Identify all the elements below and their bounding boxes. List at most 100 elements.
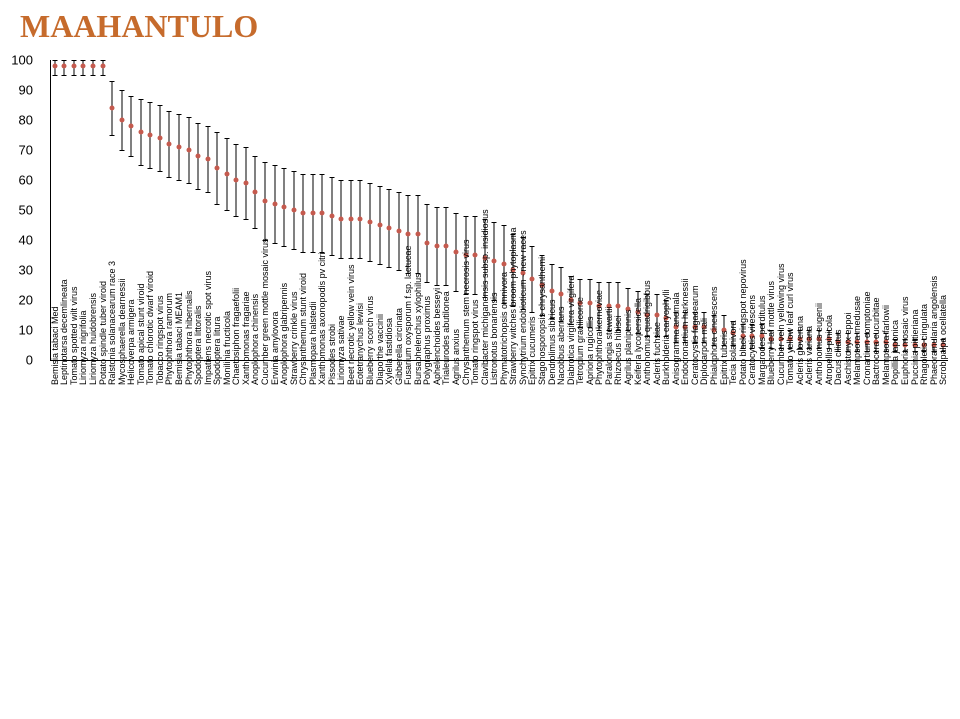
error-cap bbox=[625, 288, 630, 289]
error-cap bbox=[215, 204, 220, 205]
category-label: Liriomyza nigrifolia bbox=[78, 310, 88, 385]
error-cap bbox=[157, 171, 162, 172]
category-label: Helicoverpa armigera bbox=[126, 299, 136, 385]
data-point bbox=[282, 205, 287, 210]
data-point bbox=[157, 136, 162, 141]
error-cap bbox=[377, 264, 382, 265]
error-cap bbox=[52, 60, 57, 61]
error-cap bbox=[272, 243, 277, 244]
data-point bbox=[559, 292, 564, 297]
data-point bbox=[138, 130, 143, 135]
category-label: Tecia solanivora bbox=[728, 320, 738, 385]
category-label: Anthonomus eugenii bbox=[814, 303, 824, 385]
category-label: Spodoptera littoralis bbox=[193, 305, 203, 385]
error-cap bbox=[387, 267, 392, 268]
error-cap bbox=[52, 75, 57, 76]
error-cap bbox=[406, 195, 411, 196]
error-cap bbox=[100, 75, 105, 76]
category-label: Xanthomonas axonopodis pv citri bbox=[317, 252, 327, 385]
error-cap bbox=[310, 174, 315, 175]
error-cap bbox=[702, 312, 707, 313]
error-cap bbox=[329, 177, 334, 178]
ytick-label: 80 bbox=[3, 113, 33, 128]
error-cap bbox=[71, 60, 76, 61]
error-cap bbox=[234, 144, 239, 145]
data-point bbox=[406, 232, 411, 237]
category-label: Tetropium gracilicorne bbox=[575, 297, 585, 385]
data-point bbox=[224, 172, 229, 177]
data-point bbox=[310, 211, 315, 216]
data-point bbox=[167, 142, 172, 147]
error-cap bbox=[176, 114, 181, 115]
category-label: Agrilus planipennis bbox=[623, 309, 633, 385]
category-label: Chrysanthemum stunt viroid bbox=[298, 273, 308, 385]
error-cap bbox=[234, 216, 239, 217]
data-point bbox=[62, 64, 67, 69]
error-cap bbox=[635, 291, 640, 292]
category-label: Nacobbus aberrans bbox=[556, 306, 566, 385]
category-label: Blueberry scorch virus bbox=[365, 296, 375, 385]
error-cap bbox=[253, 228, 258, 229]
data-point bbox=[415, 232, 420, 237]
data-point bbox=[234, 178, 239, 183]
error-cap bbox=[368, 183, 373, 184]
category-label: Eotetranychus lewisi bbox=[355, 303, 365, 385]
error-cap bbox=[348, 180, 353, 181]
error-cap bbox=[148, 168, 153, 169]
data-point bbox=[272, 202, 277, 207]
error-cap bbox=[387, 189, 392, 190]
error-cap bbox=[243, 219, 248, 220]
data-point bbox=[253, 190, 258, 195]
category-label: Anoplophora chinensis bbox=[250, 294, 260, 385]
error-cap bbox=[549, 264, 554, 265]
ytick-label: 10 bbox=[3, 323, 33, 338]
error-cap bbox=[358, 258, 363, 259]
error-cap bbox=[81, 60, 86, 61]
ytick-label: 40 bbox=[3, 233, 33, 248]
error-cap bbox=[454, 291, 459, 292]
error-cap bbox=[559, 267, 564, 268]
error-cap bbox=[196, 189, 201, 190]
data-point bbox=[329, 214, 334, 219]
ytick-label: 60 bbox=[3, 173, 33, 188]
category-label: Epitrix cucumeris bbox=[527, 316, 537, 385]
category-label: Tomato yellow leaf curl virus bbox=[785, 272, 795, 385]
error-cap bbox=[205, 192, 210, 193]
data-point bbox=[129, 124, 134, 129]
category-label: Tomato chlorotic dwarf viroid bbox=[145, 271, 155, 385]
error-cap bbox=[90, 60, 95, 61]
chart-title: MAAHANTULO bbox=[20, 8, 258, 45]
error-cap bbox=[301, 252, 306, 253]
error-cap bbox=[415, 195, 420, 196]
error-cap bbox=[339, 258, 344, 259]
category-label: Acleris variana bbox=[804, 326, 814, 385]
error-cap bbox=[224, 138, 229, 139]
data-point bbox=[377, 223, 382, 228]
category-label: Liriomyza huidobrensis bbox=[88, 293, 98, 385]
error-cap bbox=[110, 135, 115, 136]
data-point bbox=[100, 64, 105, 69]
error-cap bbox=[721, 315, 726, 316]
error-cap bbox=[301, 174, 306, 175]
category-label: Xylella fastidiosa bbox=[384, 318, 394, 385]
data-point bbox=[473, 253, 478, 258]
category-label: Rhizoecus hibisci bbox=[613, 315, 623, 385]
error-cap bbox=[243, 147, 248, 148]
error-cap bbox=[320, 174, 325, 175]
data-point bbox=[148, 133, 153, 138]
category-label: Bemisia tabaci MEAM1 bbox=[174, 292, 184, 385]
error-cap bbox=[329, 255, 334, 256]
error-cap bbox=[587, 279, 592, 280]
category-label: Anoplophora glabripennis bbox=[279, 283, 289, 385]
error-cap bbox=[396, 192, 401, 193]
data-point bbox=[396, 229, 401, 234]
error-cap bbox=[205, 126, 210, 127]
error-cap bbox=[530, 312, 535, 313]
error-cap bbox=[62, 75, 67, 76]
data-point bbox=[387, 226, 392, 231]
error-cap bbox=[358, 180, 363, 181]
data-point bbox=[501, 262, 506, 267]
error-cap bbox=[138, 165, 143, 166]
error-cap bbox=[186, 183, 191, 184]
category-label: Burkholderia caryophylli bbox=[661, 289, 671, 385]
